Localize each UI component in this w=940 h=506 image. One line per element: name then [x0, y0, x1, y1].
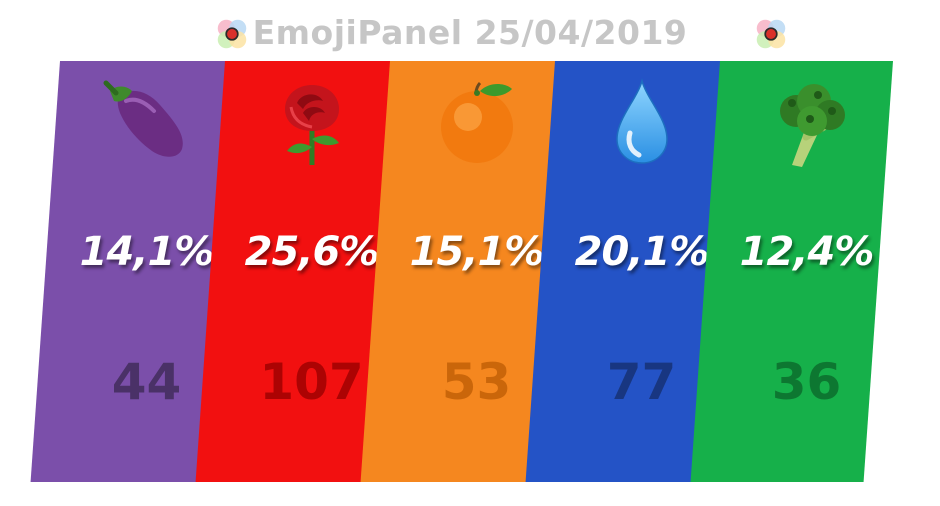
- rose-icon: [284, 85, 339, 165]
- header: EmojiPanel 25/04/2019: [0, 10, 940, 60]
- count-value: 36: [771, 353, 842, 411]
- broccoli-icon: [779, 84, 845, 167]
- panel-inner: 14,1% 44: [60, 61, 233, 482]
- panel-inner: 12,4% 36: [720, 61, 893, 482]
- panel-inner: 25,6% 107: [225, 61, 398, 482]
- eggplant-icon: [103, 80, 183, 157]
- droplet-icon: [615, 78, 668, 164]
- page-title: EmojiPanel 25/04/2019: [252, 13, 688, 52]
- panel-droplet: 20,1% 77: [525, 61, 728, 482]
- panel-rose: 25,6% 107: [195, 61, 398, 482]
- panel-inner: 15,1% 53: [390, 61, 563, 482]
- emojipanel-logo-icon: [756, 19, 786, 49]
- orange-icon: [440, 81, 513, 163]
- panel-broccoli: 12,4% 36: [690, 61, 893, 482]
- panel-inner: 20,1% 77: [555, 61, 728, 482]
- emojipanel-logo-icon: [217, 19, 247, 49]
- percent-value: 12,4%: [739, 229, 874, 275]
- panel-eggplant: 14,1% 44: [30, 61, 234, 482]
- panel-orange: 15,1% 53: [360, 61, 563, 482]
